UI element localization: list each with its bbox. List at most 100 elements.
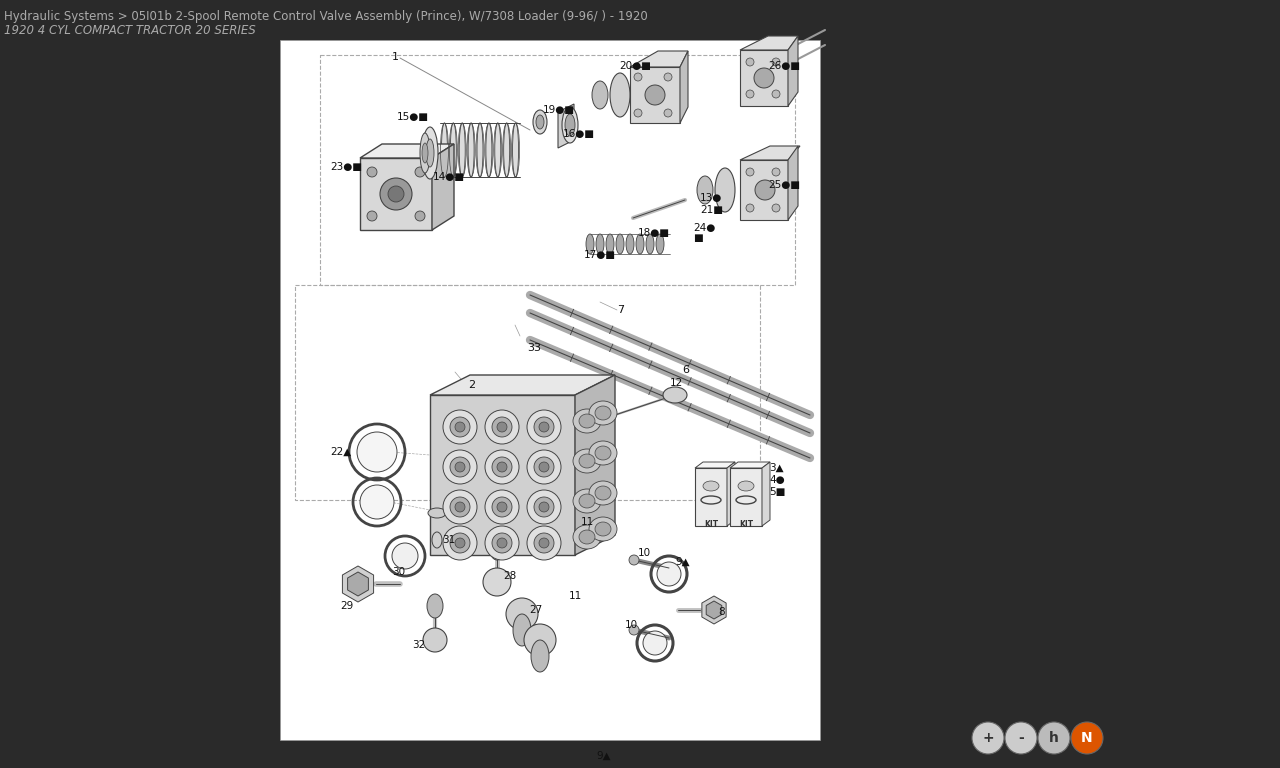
Text: 16●■: 16●■ [563,129,595,139]
Ellipse shape [497,538,507,548]
Polygon shape [430,375,614,395]
Bar [280,40,820,740]
Ellipse shape [443,490,477,524]
Ellipse shape [486,123,492,177]
Ellipse shape [772,204,780,212]
Ellipse shape [442,123,448,177]
Ellipse shape [579,494,595,508]
Ellipse shape [657,234,664,254]
Ellipse shape [772,58,780,66]
Text: 10: 10 [625,620,639,630]
Ellipse shape [573,409,602,433]
Ellipse shape [539,502,549,512]
Ellipse shape [443,526,477,560]
Ellipse shape [485,450,518,484]
Ellipse shape [454,422,465,432]
Ellipse shape [716,168,735,212]
Ellipse shape [739,481,754,491]
Text: 7: 7 [617,305,625,315]
Ellipse shape [492,457,512,477]
Polygon shape [695,462,735,468]
Ellipse shape [428,594,443,618]
Ellipse shape [628,625,639,635]
Ellipse shape [573,525,602,549]
Ellipse shape [420,133,430,173]
Ellipse shape [497,502,507,512]
Ellipse shape [524,624,556,656]
Text: 33: 33 [527,343,541,353]
Ellipse shape [589,517,617,541]
Ellipse shape [534,417,554,437]
Ellipse shape [527,450,561,484]
Ellipse shape [527,410,561,444]
Ellipse shape [527,526,561,560]
Text: 23●■: 23●■ [330,162,362,172]
Ellipse shape [573,449,602,473]
Circle shape [1038,722,1070,754]
Ellipse shape [754,68,774,88]
Ellipse shape [477,123,483,177]
Ellipse shape [380,178,412,210]
Ellipse shape [536,115,544,129]
Ellipse shape [772,90,780,98]
Text: 27: 27 [529,605,543,615]
Text: 1: 1 [392,52,399,62]
Ellipse shape [367,211,378,221]
Text: 19●■: 19●■ [543,105,575,115]
Ellipse shape [532,110,547,134]
Polygon shape [575,375,614,555]
Ellipse shape [698,176,713,204]
Text: 26●■: 26●■ [768,61,800,71]
Ellipse shape [489,532,506,560]
Ellipse shape [460,123,465,177]
Ellipse shape [534,533,554,553]
Text: 5■: 5■ [769,487,786,497]
Ellipse shape [495,123,500,177]
Text: 29: 29 [340,601,353,611]
Text: 11: 11 [581,517,594,527]
Text: 9▲: 9▲ [596,751,611,761]
Ellipse shape [539,422,549,432]
Ellipse shape [579,414,595,428]
Polygon shape [558,104,573,148]
Polygon shape [740,146,800,160]
Text: 11: 11 [570,591,582,601]
Ellipse shape [451,457,470,477]
Ellipse shape [454,538,465,548]
Polygon shape [730,462,771,468]
Polygon shape [740,36,797,50]
Ellipse shape [454,502,465,512]
Text: 14●■: 14●■ [433,172,465,182]
Polygon shape [701,596,726,624]
Ellipse shape [595,486,611,500]
Circle shape [1005,722,1037,754]
Ellipse shape [428,508,445,518]
Text: 18●■: 18●■ [637,228,669,238]
Bar [730,468,762,526]
Ellipse shape [636,234,644,254]
Text: 4●: 4● [769,475,785,485]
Text: 24●: 24● [692,223,716,233]
Polygon shape [360,144,454,158]
Ellipse shape [534,457,554,477]
Text: 3▲: 3▲ [769,463,783,473]
Text: 2: 2 [468,380,475,390]
Ellipse shape [772,168,780,176]
Ellipse shape [512,123,518,177]
Ellipse shape [596,234,604,254]
Polygon shape [630,51,689,67]
Ellipse shape [589,441,617,465]
Text: N: N [1082,731,1093,745]
Text: 22▲: 22▲ [330,447,351,457]
Text: 10: 10 [637,548,652,558]
Ellipse shape [485,490,518,524]
Text: h: h [1050,731,1059,745]
Text: -: - [1018,731,1024,745]
Ellipse shape [539,462,549,472]
Ellipse shape [433,532,442,548]
Polygon shape [740,50,788,106]
Ellipse shape [451,417,470,437]
Polygon shape [727,462,735,526]
Ellipse shape [573,489,602,513]
Ellipse shape [643,631,667,655]
